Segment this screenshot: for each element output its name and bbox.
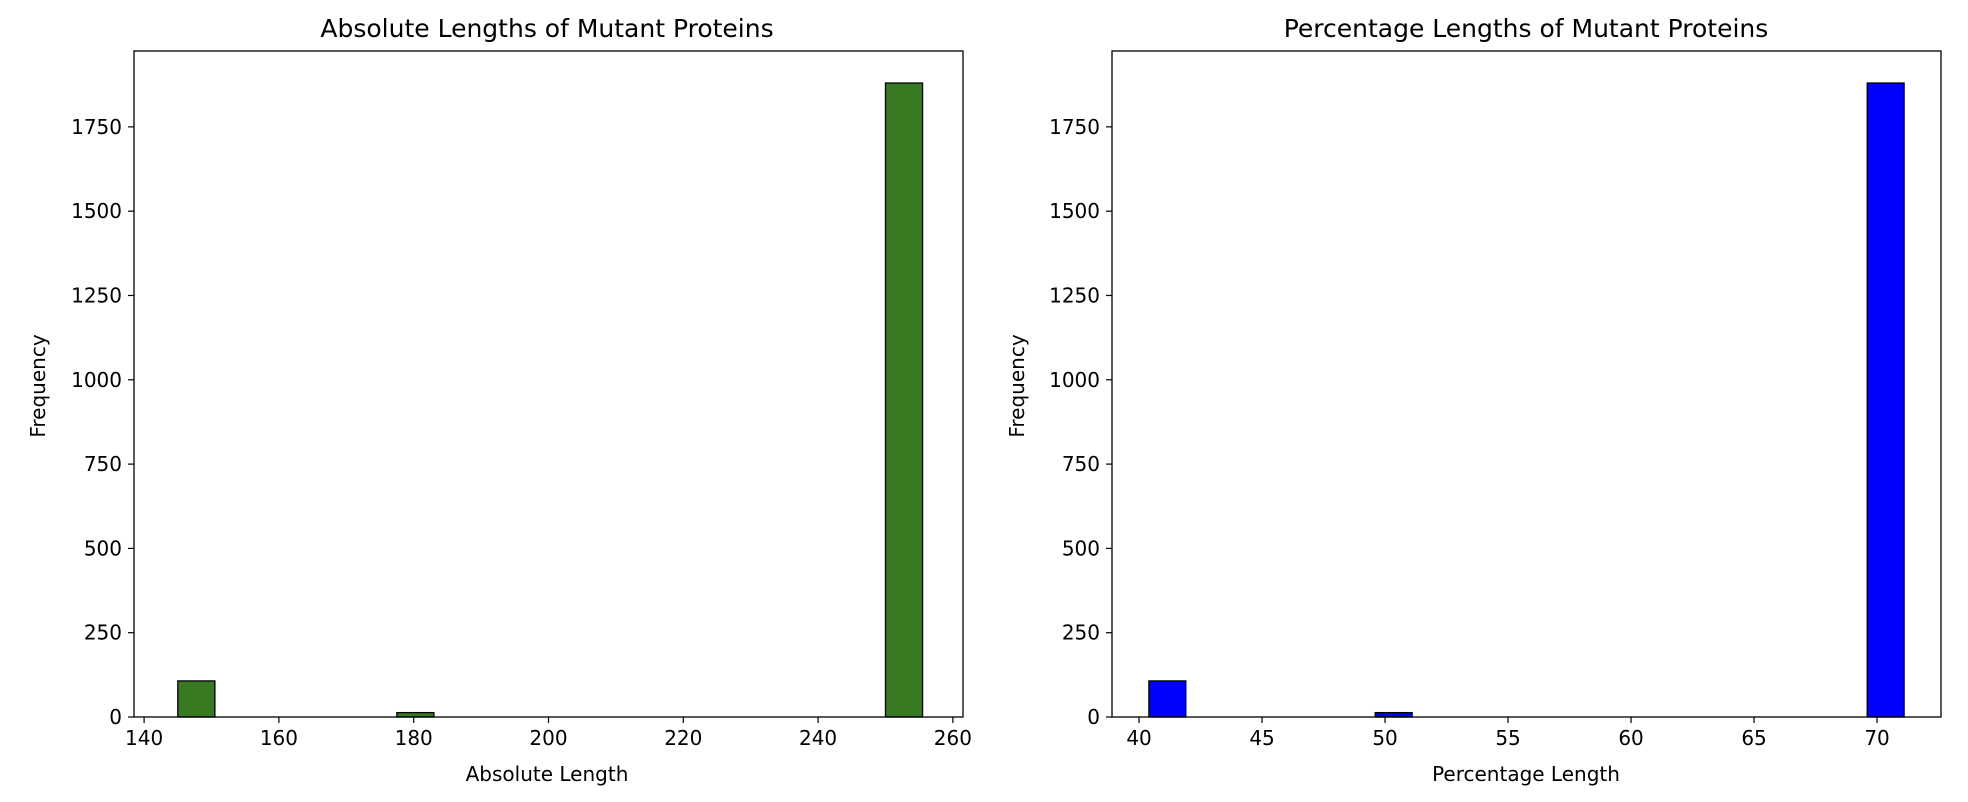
y-ticks: 0 250 500 750 1000 1250 1500 1750: [71, 115, 134, 729]
x-tick-label: 160: [260, 726, 298, 750]
x-axis-label: Absolute Length: [466, 762, 629, 786]
x-tick-label: 140: [125, 726, 163, 750]
x-tick-label: 50: [1372, 726, 1397, 750]
y-tick-label: 1000: [1049, 368, 1100, 392]
x-tick-label: 55: [1495, 726, 1520, 750]
y-tick-label: 250: [1062, 621, 1100, 645]
histogram-bar: [1148, 680, 1187, 718]
y-tick-label: 1000: [71, 368, 122, 392]
y-tick-label: 0: [1087, 705, 1100, 729]
x-ticks: 40 45 50 55 60 65 70: [1126, 717, 1890, 750]
histogram-bar: [1866, 82, 1905, 718]
y-tick-label: 0: [109, 705, 122, 729]
y-tick-label: 1500: [1049, 199, 1100, 223]
y-tick-label: 500: [84, 536, 122, 560]
y-tick-label: 500: [1062, 536, 1100, 560]
y-tick-label: 250: [84, 621, 122, 645]
chart-title: Percentage Lengths of Mutant Proteins: [1284, 14, 1769, 43]
y-tick-label: 1500: [71, 199, 122, 223]
x-tick-label: 65: [1741, 726, 1766, 750]
histogram-bar: [177, 680, 216, 718]
x-tick-label: 220: [664, 726, 702, 750]
x-tick-label: 260: [934, 726, 972, 750]
y-axis-label: Frequency: [1005, 334, 1029, 437]
histogram-bar: [1374, 711, 1413, 718]
y-tick-label: 750: [1062, 452, 1100, 476]
y-tick-label: 1750: [71, 115, 122, 139]
panel-percentage: Percentage Lengths of Mutant Proteins Fr…: [1005, 14, 1942, 786]
x-tick-label: 60: [1618, 726, 1643, 750]
x-axis-label: Percentage Length: [1432, 762, 1620, 786]
x-ticks: 140 160 180 200 220 240 260: [125, 717, 972, 750]
y-tick-label: 1250: [71, 283, 122, 307]
y-tick-label: 1750: [1049, 115, 1100, 139]
histogram-bar: [396, 711, 435, 718]
x-tick-label: 40: [1126, 726, 1151, 750]
bars: [1148, 82, 1905, 718]
histogram-bar: [884, 82, 924, 718]
plot-frame: [133, 50, 964, 718]
y-tick-label: 750: [84, 452, 122, 476]
bars: [177, 82, 924, 718]
x-tick-label: 45: [1249, 726, 1274, 750]
y-ticks: 0 250 500 750 1000 1250 1500 1750: [1049, 115, 1112, 729]
x-tick-label: 70: [1864, 726, 1889, 750]
y-axis-label: Frequency: [26, 334, 50, 437]
x-tick-label: 200: [529, 726, 567, 750]
y-tick-label: 1250: [1049, 283, 1100, 307]
panel-absolute: Absolute Lengths of Mutant Proteins Freq…: [26, 14, 972, 786]
plot-frame: [1111, 50, 1942, 718]
x-tick-label: 240: [799, 726, 837, 750]
chart-title: Absolute Lengths of Mutant Proteins: [320, 14, 773, 43]
x-tick-label: 180: [395, 726, 433, 750]
